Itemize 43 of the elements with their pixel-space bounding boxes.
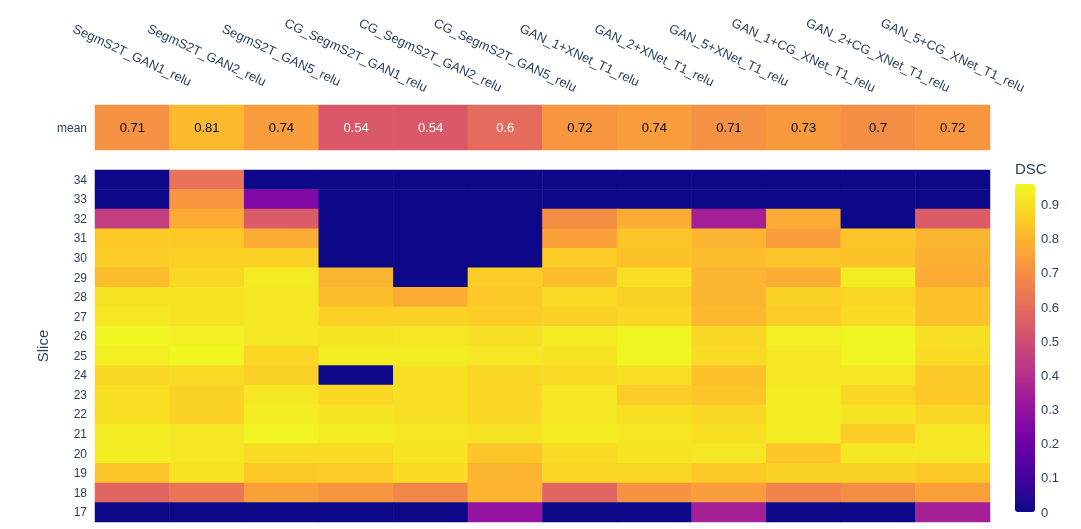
color-bar-label: 0.7 [1041, 265, 1060, 281]
data-label: 0.54 [343, 120, 369, 135]
y-tick-label: 30 [73, 251, 88, 265]
color-bar-label: 0.9 [1041, 197, 1060, 212]
y-tick-label: 19 [73, 466, 88, 481]
data-label: 0.73 [790, 120, 817, 135]
y-tick-label: 23 [73, 387, 88, 402]
data-label: 0.71 [119, 120, 145, 135]
y-tick-label: 32 [73, 211, 88, 226]
y-tick-label: 27 [73, 309, 88, 324]
y-tick-label: 34 [73, 172, 88, 187]
color-bar-label: 0 [1041, 504, 1049, 520]
data-label: 0.72 [940, 120, 966, 135]
data-label: 0.74 [268, 120, 295, 135]
y-axis-title: Slice [34, 329, 51, 363]
y-tick-label: 29 [73, 270, 88, 285]
color-bar-label: 0.5 [1041, 333, 1060, 349]
y-tick-label: 31 [73, 231, 88, 246]
color-bar-label: 0.1 [1041, 470, 1060, 486]
data-label: 0.81 [194, 120, 220, 135]
color-bar-label: 0.4 [1041, 367, 1060, 383]
y-tick-label: 18 [73, 485, 88, 500]
y-tick-label: 21 [73, 427, 88, 441]
data-label: 0.72 [567, 120, 593, 135]
data-label: 0.74 [641, 120, 668, 135]
color-bar-label: 0.6 [1041, 299, 1060, 315]
color-bar-label: 0.2 [1041, 436, 1060, 452]
y-tick-label: 24 [73, 368, 88, 383]
y-tick-label: 28 [73, 290, 88, 305]
data-label: 0.71 [716, 120, 742, 135]
y-tick-label: 20 [73, 446, 88, 461]
color-bar-label: 0.3 [1041, 402, 1060, 417]
data-label: 0.6 [496, 120, 515, 135]
y-tick-label: 22 [73, 407, 88, 422]
color-bar-title: DSC [1015, 160, 1047, 177]
y-tick-label: mean [56, 120, 87, 135]
data-label: 0.7 [869, 120, 888, 135]
y-tick-label: 26 [73, 329, 88, 344]
y-tick-label: 25 [73, 348, 88, 363]
y-tick-label: 17 [73, 505, 88, 520]
y-tick-label: 33 [73, 192, 88, 207]
data-label: 0.54 [417, 120, 444, 135]
color-bar-label: 0.8 [1041, 231, 1060, 247]
